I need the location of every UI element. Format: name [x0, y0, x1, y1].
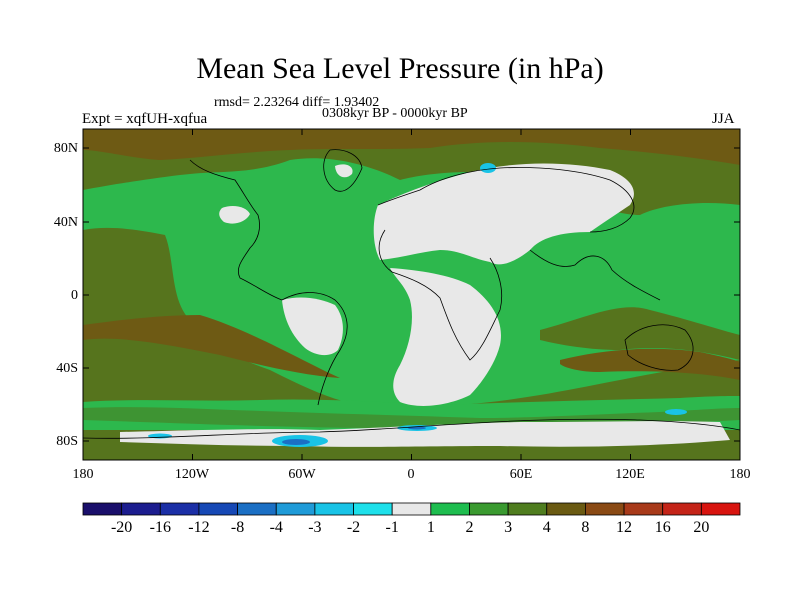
field-north-america-light — [219, 206, 250, 224]
colorbar-swatch — [585, 502, 625, 516]
colorbar-swatch — [353, 502, 393, 516]
field-north-brown — [83, 129, 740, 165]
colorbar-swatch — [121, 502, 161, 516]
lat-tick-label: 80S — [56, 434, 78, 449]
colorbar-swatch — [507, 502, 548, 516]
lon-tick-label: 180 — [729, 467, 751, 482]
colorbar-swatch — [430, 502, 470, 516]
colorbar-label: 8 — [581, 519, 590, 536]
colorbar-swatch — [275, 502, 316, 516]
colorbar-label: 20 — [693, 519, 710, 536]
coastlines — [83, 149, 740, 439]
coast-greenland — [323, 149, 363, 192]
field-south-atlantic-light — [390, 268, 501, 406]
lon-tick-label: 60E — [509, 467, 533, 482]
colorbar-swatch — [198, 502, 238, 516]
colorbar-label: 2 — [465, 519, 474, 536]
colorbar-label: -1 — [385, 519, 399, 536]
field-south-brown-west — [83, 315, 340, 378]
season-label: JJA — [712, 111, 735, 127]
period-label: 0308kyr BP - 0000kyr BP — [322, 106, 468, 121]
field-south-america-light — [282, 297, 343, 356]
field-low-cyan-east — [665, 409, 687, 415]
colorbar-swatch — [391, 502, 432, 516]
lat-tick-label: 40S — [56, 361, 78, 376]
lat-tick-label: 80N — [53, 141, 78, 156]
lon-tick-label: 0 — [407, 467, 415, 482]
colorbar-swatch — [700, 502, 741, 516]
colorbar-swatch — [546, 502, 586, 516]
colorbar-swatch — [82, 502, 123, 516]
field-eurasia-africa-light — [373, 163, 634, 265]
experiment-label: Expt = xqfUH-xqfua — [82, 111, 208, 127]
colorbar-label: 1 — [426, 519, 435, 536]
colorbar-label: -20 — [110, 519, 133, 536]
lon-tick-label: 180 — [72, 467, 94, 482]
colorbar-label: -4 — [269, 519, 283, 536]
lon-tick-label: 60W — [288, 467, 316, 482]
colorbar-label: -12 — [188, 519, 210, 536]
colorbar — [82, 502, 741, 516]
field-low-blue-west — [282, 439, 310, 445]
coast-south-asia — [529, 249, 661, 301]
field-greenland-light — [335, 164, 353, 178]
colorbar-label: -8 — [230, 519, 245, 536]
lon-tick-label: 120W — [174, 467, 210, 482]
colorbar-swatch — [314, 502, 354, 516]
colorbar-swatch — [623, 502, 664, 516]
colorbar-label: -16 — [149, 519, 171, 536]
colorbar-label: -2 — [346, 519, 361, 536]
coast-north-america — [189, 159, 283, 301]
pressure-field — [83, 129, 740, 460]
colorbar-label: -3 — [308, 519, 322, 536]
axis-ticks — [82, 129, 741, 460]
coast-antarctica — [83, 418, 740, 439]
stats-label: rmsd= 2.23264 diff= 1.93402 — [214, 95, 380, 110]
colorbar-swatch — [237, 502, 277, 516]
colorbar-label: 16 — [654, 519, 671, 536]
colorbar-swatch — [159, 502, 200, 516]
coast-africa — [378, 229, 503, 361]
lon-tick-label: 120E — [615, 467, 645, 482]
field-south-olive-east — [540, 307, 740, 360]
coast-eurasia-north — [377, 167, 635, 233]
colorbar-swatch — [469, 502, 509, 516]
colorbar-label: 4 — [542, 519, 551, 536]
coast-south-america — [281, 292, 348, 406]
colorbar-label: 3 — [504, 519, 513, 536]
colorbar-swatch — [662, 502, 702, 516]
colorbar-label: 12 — [616, 519, 633, 536]
lat-tick-label: 0 — [71, 288, 78, 303]
field-low-cyan-north — [480, 163, 496, 173]
lat-tick-label: 40N — [53, 215, 78, 230]
field-south-brown-east — [560, 348, 740, 380]
coast-australia — [624, 324, 694, 371]
plot-title: Mean Sea Level Pressure (in hPa) — [196, 52, 604, 85]
